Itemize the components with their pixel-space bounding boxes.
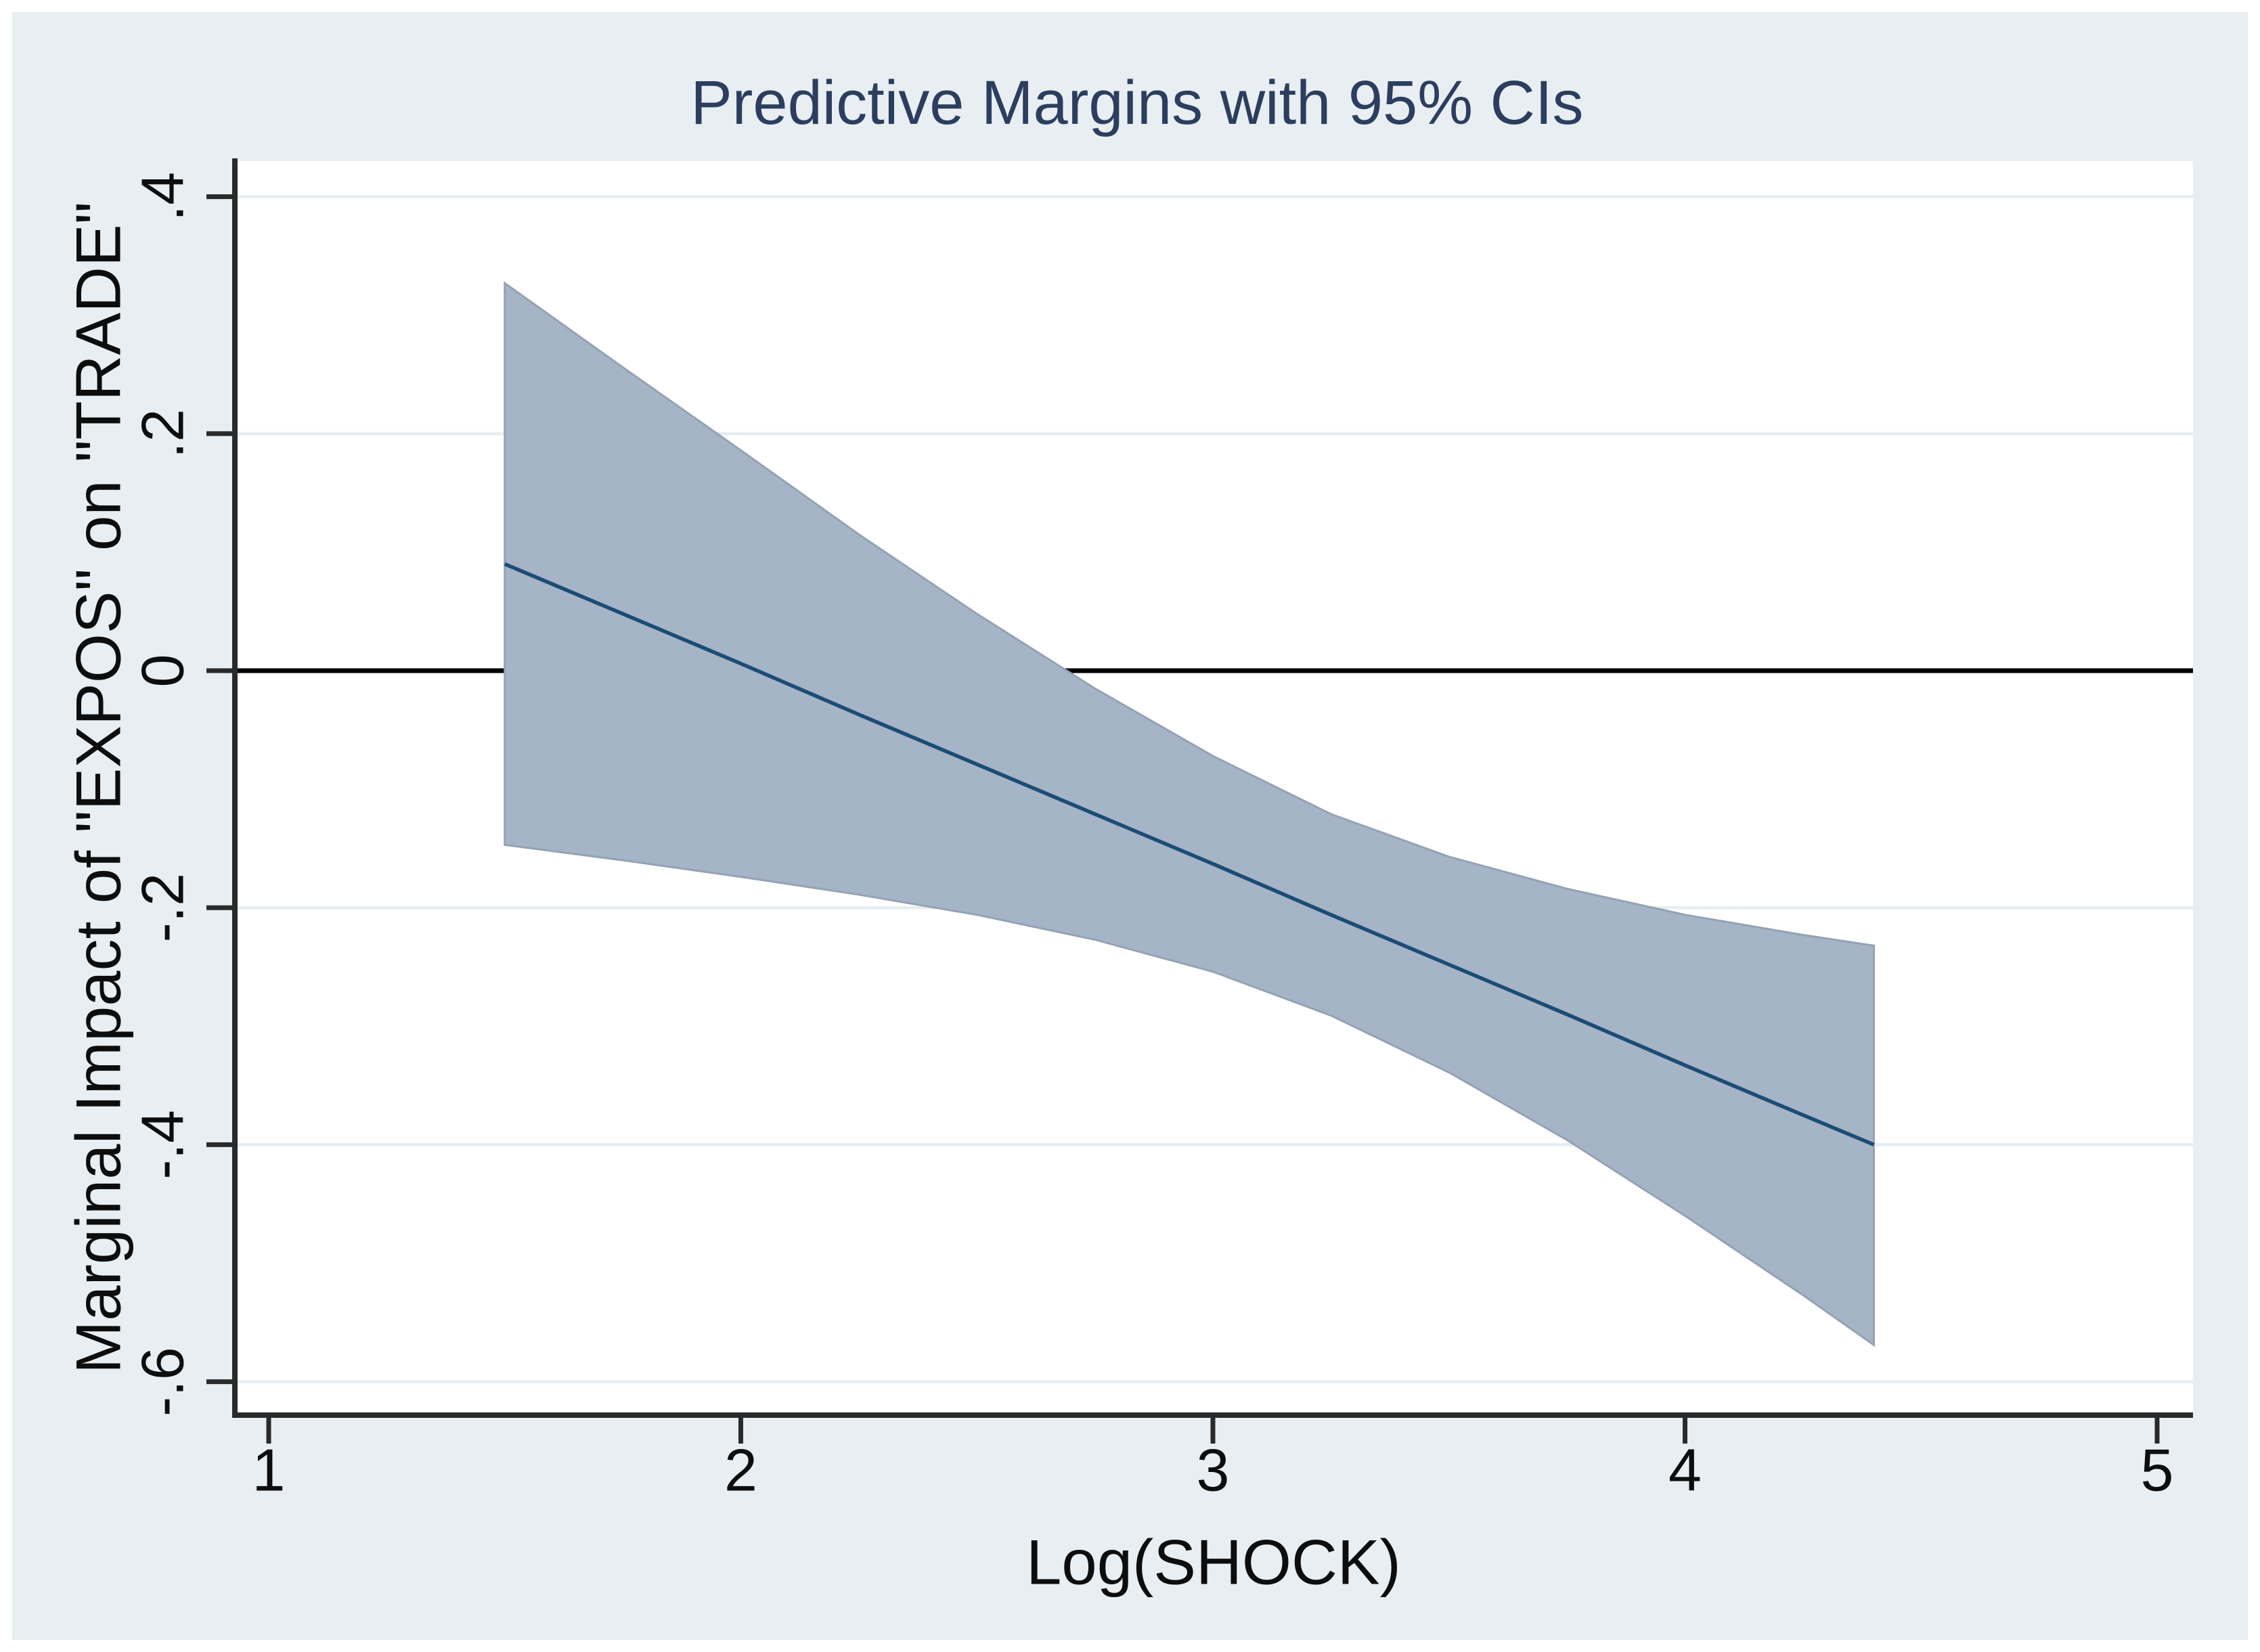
x-axis-ticks <box>266 1415 2160 1444</box>
chart-title: Predictive Margins with 95% CIs <box>690 68 1583 137</box>
x-tick-label: 2 <box>724 1437 757 1504</box>
x-axis-title: Log(SHOCK) <box>1026 1527 1401 1598</box>
y-tick-label: .2 <box>129 409 196 458</box>
predictive-margin-line <box>504 562 1875 1146</box>
confidence-band <box>504 281 1875 1347</box>
y-tick-label: -.4 <box>129 1110 196 1180</box>
x-tick-label: 4 <box>1668 1437 1702 1504</box>
y-tick-label: -.2 <box>129 873 196 943</box>
y-axis-title: Marginal Impact of "EXPOS" on "TRADE" <box>63 202 134 1374</box>
x-tick-label: 5 <box>2141 1437 2174 1504</box>
y-tick-label: -.6 <box>129 1347 196 1416</box>
y-axis-ticks <box>206 194 235 1385</box>
x-axis-tick-labels: 1 2 3 4 5 <box>252 1437 2174 1504</box>
y-tick-label: .4 <box>129 172 196 221</box>
y-tick-label: 0 <box>129 654 196 688</box>
x-tick-label: 1 <box>252 1437 286 1504</box>
x-tick-label: 3 <box>1197 1437 1230 1504</box>
y-axis-tick-labels: .4 .2 0 -.2 -.4 -.6 <box>129 172 196 1416</box>
